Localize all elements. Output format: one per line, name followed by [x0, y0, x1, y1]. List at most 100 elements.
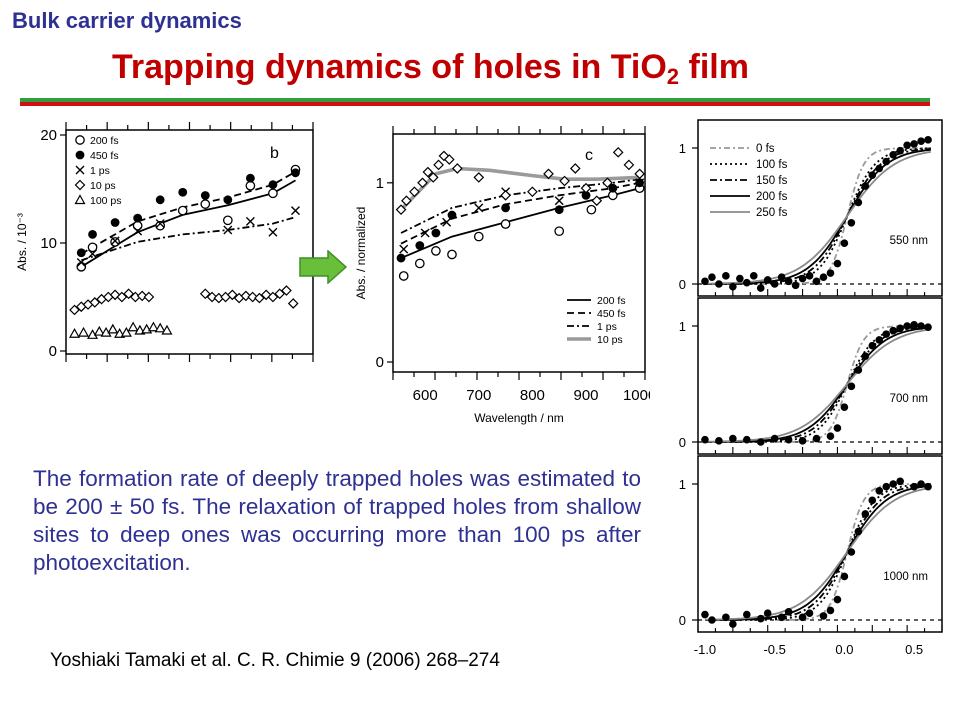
data-point [777, 273, 786, 281]
data-point [875, 336, 884, 344]
legend-label: 150 fs [756, 175, 788, 187]
data-point [155, 219, 165, 229]
data-point [826, 432, 835, 441]
legend-label: 1 ps [90, 165, 110, 177]
data-point [222, 215, 233, 226]
data-point [612, 146, 624, 158]
data-point [586, 204, 597, 215]
data-point [93, 325, 105, 336]
data-point [868, 341, 877, 350]
y-tick-label: 20 [40, 127, 57, 144]
data-point [854, 366, 863, 374]
data-point [245, 173, 255, 183]
data-point [798, 274, 807, 283]
model-curve [705, 325, 931, 443]
data-point [155, 195, 165, 205]
data-point [882, 482, 891, 491]
arrow-icon [299, 250, 348, 284]
data-point [473, 172, 485, 183]
data-point [910, 140, 918, 148]
data-point [245, 216, 255, 226]
data-point [527, 186, 538, 198]
data-point [268, 227, 278, 237]
data-point [708, 273, 716, 281]
y-tick-label: 1 [679, 477, 686, 492]
data-point [770, 434, 779, 443]
data-point [206, 291, 218, 303]
data-point [89, 297, 101, 308]
data-point [608, 183, 618, 193]
data-point [784, 277, 793, 286]
data-point [623, 159, 635, 171]
data-point [722, 613, 730, 622]
data-point [784, 435, 793, 444]
wavelength-label: 700 nm [890, 393, 928, 405]
data-point [569, 163, 581, 174]
data-point [120, 326, 132, 337]
model-curve [705, 484, 931, 621]
data-point [76, 261, 87, 272]
data-point [861, 510, 870, 518]
fit-line [81, 216, 296, 262]
data-point [223, 195, 233, 205]
body-text: The formation rate of deeply trapped hol… [33, 466, 641, 575]
data-point [409, 186, 420, 198]
data-point [756, 438, 765, 446]
data-point [431, 228, 441, 238]
data-point [784, 608, 793, 616]
y-tick-label: 1 [679, 319, 686, 334]
wavelength-label: 550 nm [890, 235, 928, 247]
data-point [833, 259, 842, 268]
data-point [812, 434, 821, 443]
y-tick-label: 1 [376, 175, 384, 192]
legend-label: 10 ps [90, 180, 116, 192]
data-point [763, 609, 772, 617]
data-point [178, 187, 188, 197]
data-point [543, 168, 554, 180]
x-tick-label: -0.5 [763, 642, 785, 657]
data-point [805, 272, 814, 280]
data-point [154, 322, 166, 333]
y-tick-label: 10 [40, 235, 57, 252]
data-point [417, 177, 428, 189]
x-tick-label: 0.0 [835, 642, 853, 657]
data-point [798, 613, 807, 622]
legend-label: 1 ps [597, 321, 617, 333]
chart-delay-time: 0 1 550 nm 0 1 700 nm 0 1 1000 nm 0 fs 100 fs 150 f… [679, 119, 943, 657]
data-point [69, 304, 80, 316]
data-point [701, 435, 709, 444]
data-point [805, 609, 814, 617]
data-point [451, 163, 463, 174]
data-point [882, 330, 891, 338]
data-point [155, 220, 166, 231]
data-point [875, 164, 884, 173]
data-point [123, 288, 134, 300]
x-tick-label: 700 [466, 387, 491, 404]
y-tick-label: 0 [679, 435, 686, 450]
model-curve [705, 328, 931, 443]
data-point [291, 168, 300, 178]
data-point [854, 198, 863, 207]
data-point [268, 188, 278, 199]
y-tick-label: 0 [376, 354, 384, 371]
data-point [708, 616, 716, 624]
data-point [729, 620, 737, 628]
y-axis-label: Abs. / 10⁻³ [15, 213, 29, 271]
fit-line [400, 181, 640, 245]
data-point [107, 323, 119, 334]
x-tick-label: 0.5 [905, 642, 923, 657]
data-point [847, 219, 856, 227]
data-point [770, 280, 779, 288]
data-point [78, 326, 90, 337]
data-point [819, 273, 828, 281]
data-point [896, 146, 904, 155]
data-point [88, 229, 97, 239]
data-point [875, 487, 884, 495]
data-point [777, 613, 786, 622]
x-tick-label: -1.0 [694, 642, 716, 657]
data-point [826, 606, 835, 615]
data-point [840, 403, 849, 412]
plot-frame [697, 455, 943, 633]
data-point [749, 272, 758, 280]
